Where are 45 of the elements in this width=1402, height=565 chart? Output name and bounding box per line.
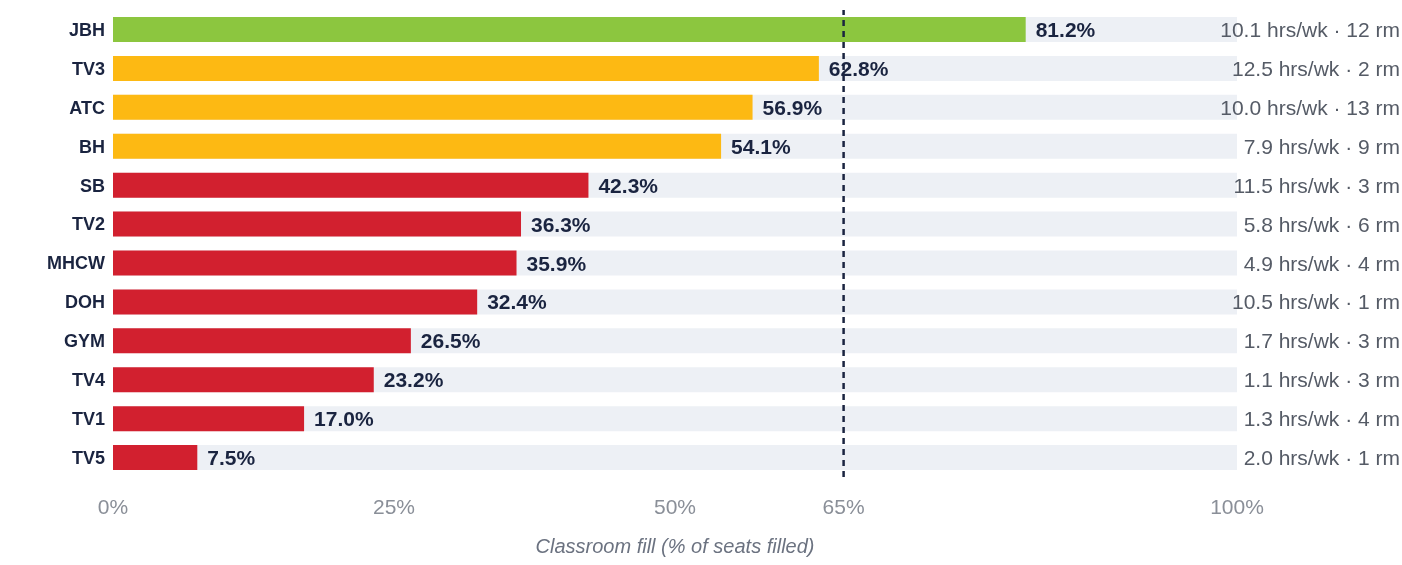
- data-label: 23.2%: [383, 368, 444, 392]
- data-label: 26.5%: [420, 329, 481, 353]
- text: 5.8 hrs/wk · 6 rm: [1243, 212, 1400, 236]
- data-label: 32.4%: [487, 290, 548, 314]
- text: 2.0 hrs/wk · 1 rm: [1243, 446, 1400, 470]
- x-tick-label: 100%: [1210, 494, 1264, 518]
- y-tick-label: TV3: [71, 58, 105, 79]
- x-tick-label: 25%: [372, 494, 416, 518]
- annotation: 10.1 hrs/wk · 12 rm: [1220, 18, 1400, 41]
- y-tick-label: GYM: [63, 331, 105, 352]
- data-label: 81.2%: [1035, 18, 1096, 41]
- annotation: 10.5 hrs/wk · 1 rm: [1231, 290, 1400, 314]
- annotation: 11.5 hrs/wk · 3 rm: [1233, 173, 1400, 197]
- y-tick-label: BH: [79, 136, 105, 157]
- y-tick-label: JBH: [68, 19, 105, 40]
- x-tick-label: 50%: [653, 494, 697, 518]
- y-tick-label: MHCW: [47, 253, 106, 274]
- data-label: 7.5%: [207, 446, 256, 470]
- y-tick-label: DOH: [65, 292, 105, 313]
- text: 1.1 hrs/wk · 3 rm: [1243, 368, 1400, 392]
- data-label: 35.9%: [526, 251, 587, 275]
- y-tick-label: ATC: [69, 97, 105, 118]
- x-tick-label: 65%: [822, 494, 865, 518]
- bar: [113, 406, 305, 432]
- text: 7.9 hrs/wk · 9 rm: [1243, 134, 1400, 158]
- y-tick-label: TV1: [71, 409, 105, 430]
- text: 1.7 hrs/wk · 3 rm: [1243, 329, 1400, 353]
- y-tick-label: TV5: [71, 447, 105, 468]
- bar: [113, 445, 198, 471]
- text: 4.9 hrs/wk · 4 rm: [1243, 251, 1400, 275]
- data-label: 62.8%: [828, 56, 889, 80]
- data-label: 42.3%: [598, 173, 659, 197]
- x-tick-label: 0%: [97, 494, 129, 518]
- data-label: 54.1%: [731, 134, 791, 158]
- annotation: 10.0 hrs/wk · 13 rm: [1220, 95, 1400, 119]
- annotation: 12.5 hrs/wk · 2 rm: [1231, 56, 1400, 80]
- data-label: 36.3%: [531, 212, 591, 236]
- text: 1.3 hrs/wk · 4 rm: [1243, 407, 1400, 431]
- y-tick-label: TV2: [71, 214, 105, 235]
- y-tick-label: SB: [79, 175, 105, 196]
- data-label: 17.0%: [314, 407, 374, 431]
- x-axis-title: Classroom fill (% of seats filled): [535, 535, 815, 557]
- y-tick-label: TV4: [71, 370, 105, 391]
- data-label: 56.9%: [762, 95, 823, 119]
- bar: [113, 367, 374, 393]
